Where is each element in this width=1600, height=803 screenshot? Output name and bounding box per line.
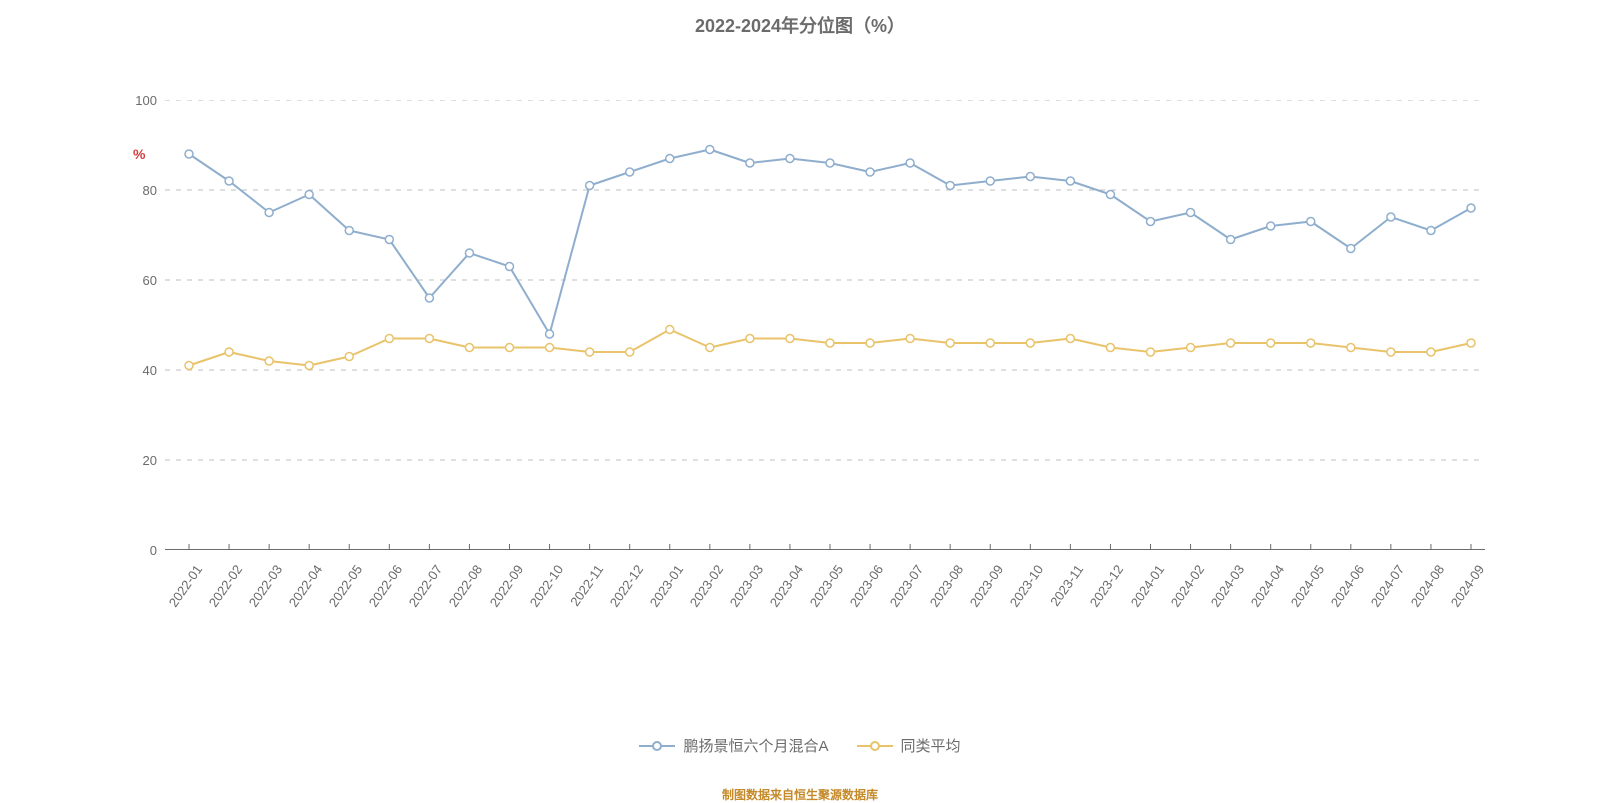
plot-area: [165, 100, 1485, 550]
legend-swatch: [639, 739, 675, 753]
x-tick-label: 2024-01: [1127, 562, 1167, 610]
x-tick-label: 2024-09: [1448, 562, 1488, 610]
y-tick-label: 80: [117, 183, 157, 198]
y-tick-label: 40: [117, 363, 157, 378]
x-tick-label: 2024-05: [1287, 562, 1327, 610]
legend-label: 鹏扬景恒六个月混合A: [683, 735, 828, 756]
x-tick-label: 2023-02: [686, 562, 726, 610]
x-tick-label: 2022-06: [366, 562, 406, 610]
chart-title: 2022-2024年分位图（%）: [0, 12, 1600, 38]
percentile-chart: 2022-2024年分位图（%） % 020406080100 2022-012…: [0, 0, 1600, 800]
x-tick-label: 2022-11: [567, 562, 606, 609]
x-tick-label: 2023-12: [1087, 562, 1127, 610]
x-tick-label: 2023-09: [967, 562, 1007, 610]
x-tick-label: 2022-01: [166, 562, 206, 610]
x-tick-label: 2022-02: [206, 562, 246, 610]
x-tick-label: 2022-07: [406, 562, 446, 610]
x-tick-label: 2023-10: [1007, 562, 1047, 610]
legend-item: 鹏扬景恒六个月混合A: [639, 735, 828, 756]
x-tick-label: 2023-03: [727, 562, 767, 610]
y-tick-label: 0: [117, 543, 157, 558]
legend-item: 同类平均: [857, 735, 961, 756]
x-tick-label: 2023-08: [927, 562, 967, 610]
x-tick-label: 2024-06: [1327, 562, 1367, 610]
x-tick-label: 2024-04: [1247, 562, 1287, 610]
x-tick-label: 2023-06: [847, 562, 887, 610]
x-tick-label: 2022-08: [446, 562, 486, 610]
x-tick-label: 2022-09: [486, 562, 526, 610]
x-tick-label: 2022-04: [286, 562, 326, 610]
x-tick-label: 2022-12: [606, 562, 646, 610]
x-tick-label: 2023-04: [767, 562, 807, 610]
y-axis-unit: %: [133, 146, 145, 162]
x-tick-label: 2022-05: [326, 562, 366, 610]
y-tick-label: 20: [117, 453, 157, 468]
legend-swatch: [857, 739, 893, 753]
x-tick-label: 2024-08: [1408, 562, 1448, 610]
legend: 鹏扬景恒六个月混合A 同类平均: [0, 735, 1600, 757]
x-tick-label: 2022-10: [526, 562, 566, 610]
data-source-note: 制图数据来自恒生聚源数据库: [0, 786, 1600, 803]
x-tick-label: 2024-02: [1167, 562, 1207, 610]
x-tick-label: 2024-07: [1368, 562, 1408, 610]
y-tick-label: 100: [117, 93, 157, 108]
x-tick-label: 2022-03: [246, 562, 286, 610]
x-tick-label: 2024-03: [1207, 562, 1247, 610]
x-tick-label: 2023-07: [887, 562, 927, 610]
x-tick-label: 2023-11: [1048, 562, 1087, 609]
x-tick-label: 2023-01: [646, 562, 686, 610]
y-tick-label: 60: [117, 273, 157, 288]
x-tick-label: 2023-05: [807, 562, 847, 610]
legend-label: 同类平均: [901, 735, 961, 756]
